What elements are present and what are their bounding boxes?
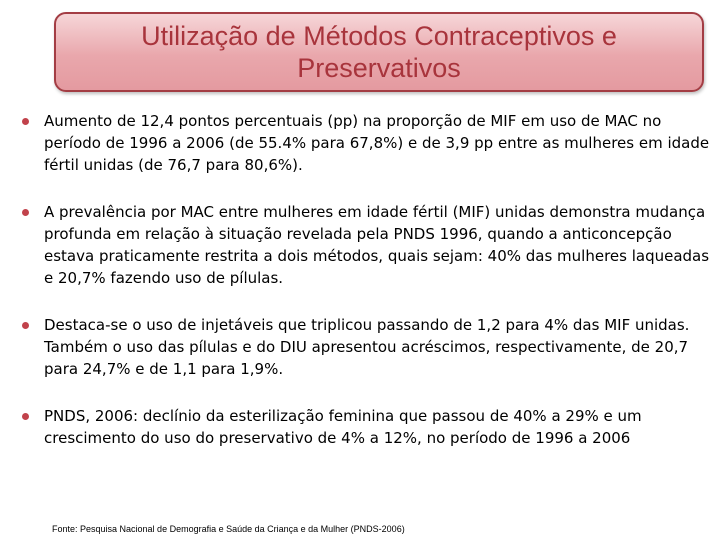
bullet-text: Destaca-se o uso de injetáveis que tripl… [44,316,690,378]
bullet-text: PNDS, 2006: declínio da esterilização fe… [44,407,642,447]
source-note: Fonte: Pesquisa Nacional de Demografia e… [52,524,405,534]
bullet-dot-icon [22,118,29,125]
bullet-item: PNDS, 2006: declínio da esterilização fe… [20,405,710,449]
bullet-dot-icon [22,322,29,329]
bullet-item: Aumento de 12,4 pontos percentuais (pp) … [20,110,710,176]
bullet-text: A prevalência por MAC entre mulheres em … [44,203,710,287]
slide-title-line-1: Utilização de Métodos Contraceptivos e [141,21,617,51]
title-banner [54,12,704,92]
bullet-list: Aumento de 12,4 pontos percentuais (pp) … [20,110,710,474]
bullet-item: Destaca-se o uso de injetáveis que tripl… [20,314,710,380]
slide-title: Utilização de Métodos Contraceptivos e P… [54,20,704,84]
bullet-text: Aumento de 12,4 pontos percentuais (pp) … [44,112,710,174]
slide-title-line-2: Preservativos [297,53,461,83]
bullet-dot-icon [22,209,29,216]
bullet-item: A prevalência por MAC entre mulheres em … [20,201,710,289]
bullet-dot-icon [22,413,29,420]
